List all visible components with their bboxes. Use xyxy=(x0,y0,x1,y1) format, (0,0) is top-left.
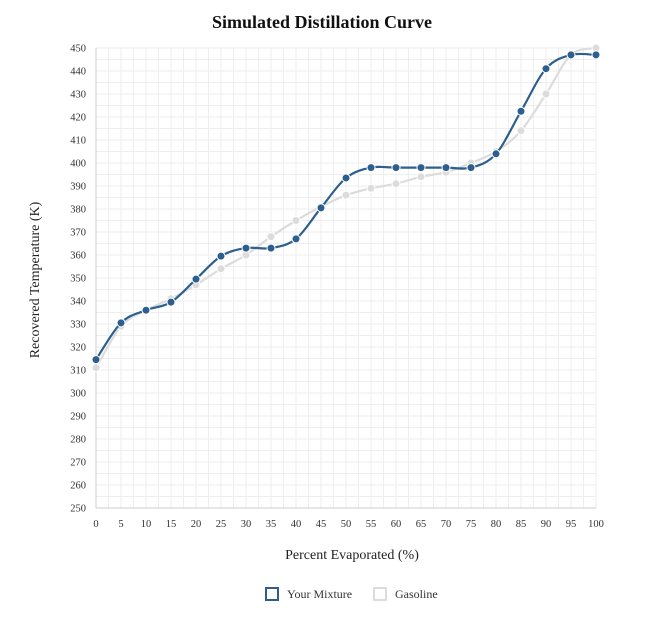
y-tick-label: 410 xyxy=(70,136,86,147)
y-tick-label: 370 xyxy=(70,228,86,239)
axis-layer: 0 5 10 15 20 25 30 35 40 45 50 55 60 65 70 75 80 85 90 95 10… xyxy=(70,44,604,531)
data-point-your-mixture xyxy=(541,64,551,74)
data-point-your-mixture xyxy=(316,203,326,213)
x-tick-label: 10 xyxy=(141,519,152,530)
x-tick-label: 5 xyxy=(118,519,123,530)
x-tick-label: 30 xyxy=(241,519,252,530)
grid-layer xyxy=(95,47,597,509)
x-axis-label: Percent Evaporated (%) xyxy=(285,548,419,563)
y-tick-label: 330 xyxy=(70,320,86,331)
x-tick-label: 40 xyxy=(291,519,302,530)
series-layer xyxy=(91,43,601,373)
y-tick-label: 260 xyxy=(70,481,86,492)
y-tick-label: 430 xyxy=(70,90,86,101)
x-tick-label: 35 xyxy=(266,519,277,530)
y-tick-label: 300 xyxy=(70,389,86,400)
data-point-your-mixture xyxy=(166,297,176,307)
data-point-your-mixture xyxy=(141,305,151,315)
y-tick-label: 450 xyxy=(70,44,86,55)
x-tick-label: 65 xyxy=(416,519,427,530)
data-point-your-mixture xyxy=(416,163,426,173)
data-point-your-mixture xyxy=(266,243,276,253)
data-point-your-mixture xyxy=(466,163,476,173)
data-point-your-mixture xyxy=(441,163,451,173)
y-tick-label: 390 xyxy=(70,182,86,193)
data-point-gasoline xyxy=(416,172,426,182)
data-point-your-mixture xyxy=(116,318,126,328)
x-tick-label: 45 xyxy=(316,519,327,530)
data-point-your-mixture xyxy=(566,50,576,60)
data-point-gasoline xyxy=(516,126,526,136)
data-point-gasoline xyxy=(366,183,376,193)
y-tick-label: 380 xyxy=(70,205,86,216)
x-tick-label: 0 xyxy=(93,519,98,530)
x-tick-label: 85 xyxy=(516,519,527,530)
y-tick-label: 280 xyxy=(70,435,86,446)
y-tick-label: 250 xyxy=(70,504,86,515)
data-point-your-mixture xyxy=(241,243,251,253)
y-tick-label: 290 xyxy=(70,412,86,423)
y-tick-label: 360 xyxy=(70,251,86,262)
x-tick-label: 20 xyxy=(191,519,202,530)
x-tick-label: 50 xyxy=(341,519,352,530)
x-tick-label: 15 xyxy=(166,519,177,530)
data-point-gasoline xyxy=(291,216,301,225)
data-point-your-mixture xyxy=(591,50,601,60)
y-tick-label: 440 xyxy=(70,67,86,78)
x-tick-label: 95 xyxy=(566,519,577,530)
x-tick-label: 70 xyxy=(441,519,452,530)
x-tick-label: 55 xyxy=(366,519,377,530)
y-tick-label: 310 xyxy=(70,366,86,377)
legend-swatch-your-mixture xyxy=(265,587,279,601)
y-tick-label: 320 xyxy=(70,343,86,354)
x-tick-label: 90 xyxy=(541,519,552,530)
data-point-gasoline xyxy=(91,363,101,373)
y-tick-label: 350 xyxy=(70,274,86,285)
x-tick-label: 75 xyxy=(466,519,477,530)
data-point-gasoline xyxy=(341,190,351,200)
legend-label-gasoline: Gasoline xyxy=(395,587,438,601)
data-point-gasoline xyxy=(216,264,226,274)
y-tick-label: 420 xyxy=(70,113,86,124)
y-tick-label: 400 xyxy=(70,159,86,170)
data-point-gasoline xyxy=(391,179,401,189)
data-point-your-mixture xyxy=(216,251,226,261)
y-axis-label: Recovered Temperature (K) xyxy=(28,201,43,358)
y-tick-label: 270 xyxy=(70,458,86,469)
data-point-your-mixture xyxy=(491,149,501,159)
y-tick-label: 340 xyxy=(70,297,86,308)
x-tick-label: 60 xyxy=(391,519,402,530)
legend: Your Mixture Gasoline xyxy=(265,587,438,601)
x-tick-label: 80 xyxy=(491,519,502,530)
series-your-mixture xyxy=(91,50,601,365)
legend-label-your-mixture: Your Mixture xyxy=(287,587,352,601)
legend-swatch-gasoline xyxy=(373,587,387,601)
data-point-your-mixture xyxy=(91,355,101,365)
data-point-gasoline xyxy=(541,89,551,99)
data-point-your-mixture xyxy=(391,163,401,173)
data-point-gasoline xyxy=(266,232,276,242)
data-point-your-mixture xyxy=(366,163,376,173)
data-point-your-mixture xyxy=(341,173,351,183)
data-point-your-mixture xyxy=(291,234,301,244)
data-point-your-mixture xyxy=(516,106,526,116)
data-point-your-mixture xyxy=(191,274,201,284)
x-tick-label: 25 xyxy=(216,519,227,530)
x-tick-label: 100 xyxy=(588,519,604,530)
chart-title: Simulated Distillation Curve xyxy=(212,12,432,32)
